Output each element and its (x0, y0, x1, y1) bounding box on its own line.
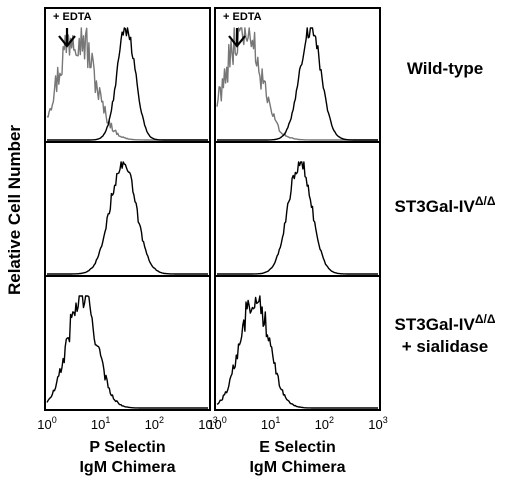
histogram-trace-c0-r0-s1 (47, 27, 208, 141)
panel-frame-c0-r1 (44, 141, 211, 277)
x-tick-label-c1-2: 102 (315, 415, 334, 432)
x-tick-label-c1-1: 101 (261, 415, 280, 432)
panel-frame-c1-r2 (214, 275, 381, 411)
x-tick-label-c0-3: 103 (198, 415, 217, 432)
row-label-2-line2: + sialidase (402, 337, 488, 356)
row-label-2: ST3Gal-IVΔ/Δ (395, 312, 496, 334)
x-tick-label-c0-0: 100 (37, 415, 56, 432)
row-label-0: Wild-type (407, 59, 483, 78)
row-label-1: ST3Gal-IVΔ/Δ (395, 194, 496, 216)
x-tick-label-c1-3: 103 (368, 415, 387, 432)
y-axis-label: Relative Cell Number (5, 125, 24, 295)
edta-label-c0: + EDTA (53, 11, 92, 23)
histogram-trace-c0-r1-s0 (47, 161, 208, 275)
x-axis-label-line1-c1: E Selectin (259, 439, 335, 456)
panel-frame-c1-r0 (214, 7, 381, 143)
edta-label-c1: + EDTA (223, 11, 262, 23)
edta-arrow-head-c0 (58, 35, 76, 48)
edta-arrow-head-c1 (228, 35, 246, 48)
x-tick-label-c0-1: 101 (91, 415, 110, 432)
histogram-trace-c1-r1-s0 (217, 161, 378, 275)
histogram-trace-c0-r2-s0 (46, 295, 208, 409)
x-axis-label-line1-c0: P Selectin (89, 439, 165, 456)
plot-layer: + EDTA + EDTA 100 101 102 103 P Selectin IgM Ch… (37, 7, 496, 476)
histogram-trace-c1-r0-s1 (217, 27, 378, 141)
x-axis-label-line2-c1: IgM Chimera (249, 459, 345, 476)
x-axis-label-line2-c0: IgM Chimera (79, 459, 175, 476)
panel-frame-c1-r1 (214, 141, 381, 277)
x-tick-label-c0-2: 102 (145, 415, 164, 432)
panel-frame-c0-r2 (44, 275, 211, 411)
x-tick-label-c1-0: 100 (207, 415, 226, 432)
histogram-trace-c0-r0-s0 (46, 27, 208, 141)
histogram-trace-c1-r2-s0 (216, 295, 378, 409)
